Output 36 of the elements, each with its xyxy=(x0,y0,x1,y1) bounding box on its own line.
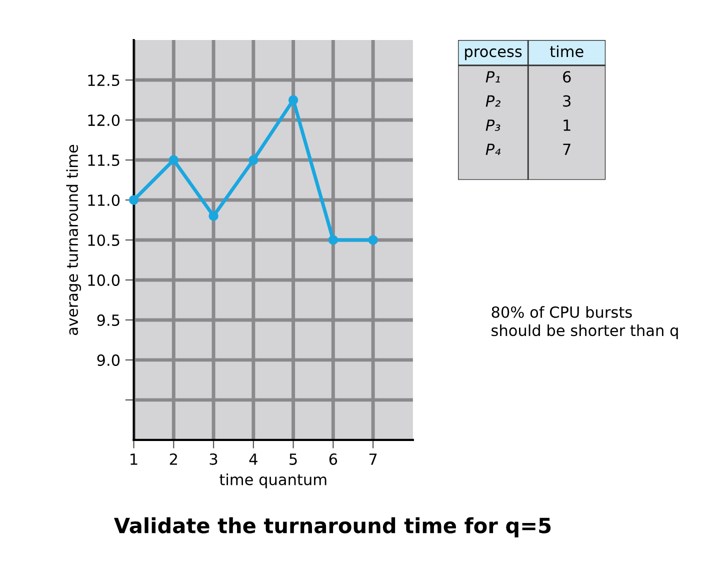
x-tick-label: 3 xyxy=(210,453,218,465)
x-tick-label: 7 xyxy=(369,454,377,465)
point xyxy=(288,95,298,105)
text: 1 xyxy=(564,120,570,131)
x-tick-label: 4 xyxy=(249,454,258,465)
y-axis-title: average turnaround time xyxy=(66,144,81,335)
y-tick-label: 10.0 xyxy=(88,274,120,286)
text: P₂ xyxy=(486,95,500,107)
point xyxy=(328,235,338,245)
x-tick-label: 2 xyxy=(170,453,177,465)
x-tick-label: 6 xyxy=(329,453,338,465)
y-tick-label: 9.5 xyxy=(97,314,120,326)
text: 7 xyxy=(563,144,570,155)
text: P₄ xyxy=(486,144,501,155)
text: time xyxy=(550,45,584,58)
x-tick-label: 5 xyxy=(290,454,297,465)
x-axis-title: time quantum xyxy=(220,473,326,488)
text: 80% of CPU bursts should be shorter than q xyxy=(492,306,678,340)
text: 3 xyxy=(563,95,570,107)
y-tick-label: 11.5 xyxy=(88,154,120,166)
y-tick-label: 11.0 xyxy=(88,194,120,206)
point xyxy=(368,235,378,245)
y-tick-label: 10.5 xyxy=(88,234,120,246)
point xyxy=(168,155,179,165)
point xyxy=(208,211,218,221)
text: Validate the turnaround time for q=5 xyxy=(114,517,551,538)
y-tick-label: 9.0 xyxy=(97,354,120,366)
text: P₃ xyxy=(486,120,500,131)
y-tick-label: 12.0 xyxy=(88,114,120,126)
text: 6 xyxy=(563,71,571,83)
text: P₁ xyxy=(486,71,500,82)
text: process xyxy=(465,48,522,60)
point xyxy=(128,195,139,205)
x-tick-label: 1 xyxy=(130,454,138,465)
y-tick-label: 12.5 xyxy=(88,74,120,86)
point xyxy=(248,155,258,165)
